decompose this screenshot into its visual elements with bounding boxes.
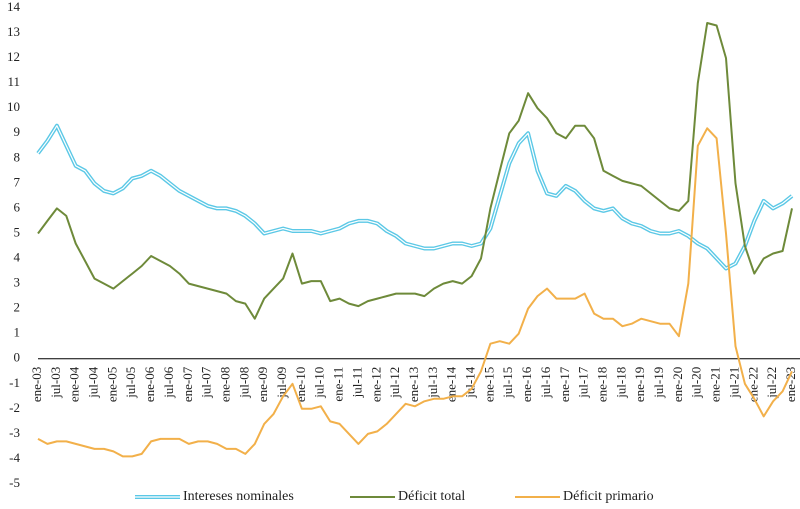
x-tick-label: jul-14 xyxy=(463,366,478,399)
x-tick-label: jul-04 xyxy=(86,366,101,399)
x-tick-label: jul-22 xyxy=(764,367,779,399)
y-tick-label: 1 xyxy=(14,325,21,340)
legend-label: Déficit primario xyxy=(563,489,654,504)
x-tick-label: ene-12 xyxy=(368,367,383,402)
x-tick-label: ene-23 xyxy=(783,367,798,402)
x-tick-label: jul-10 xyxy=(312,367,327,399)
series-line-inner xyxy=(37,125,793,270)
x-tick-label: jul-19 xyxy=(651,367,666,399)
y-tick-label: 7 xyxy=(14,174,21,189)
y-tick-label: 9 xyxy=(14,124,21,139)
y-tick-label: 10 xyxy=(7,99,20,114)
x-tick-label: jul-17 xyxy=(576,366,591,399)
x-tick-label: ene-05 xyxy=(104,367,119,402)
x-tick-label: jul-07 xyxy=(199,366,214,399)
y-tick-label: -1 xyxy=(9,375,20,390)
y-tick-label: 13 xyxy=(7,24,20,39)
x-tick-label: ene-17 xyxy=(557,366,572,402)
y-tick-label: -4 xyxy=(9,450,20,465)
y-tick-label: 11 xyxy=(7,74,20,89)
x-tick-label: jul-18 xyxy=(613,367,628,399)
x-tick-label: ene-04 xyxy=(67,366,82,402)
y-tick-label: 2 xyxy=(14,300,21,315)
x-tick-label: ene-15 xyxy=(481,367,496,402)
y-tick-label: 3 xyxy=(14,275,21,290)
x-tick-label: ene-21 xyxy=(708,367,723,402)
y-tick-label: -2 xyxy=(9,400,20,415)
x-tick-label: jul-16 xyxy=(538,366,553,399)
x-tick-label: jul-11 xyxy=(349,367,364,399)
x-tick-label: jul-05 xyxy=(123,367,138,399)
x-tick-label: jul-09 xyxy=(274,367,289,399)
x-tick-label: ene-06 xyxy=(142,366,157,402)
x-tick-label: ene-10 xyxy=(293,367,308,402)
x-tick-label: ene-13 xyxy=(406,367,421,402)
x-tick-label: ene-09 xyxy=(255,367,270,402)
y-tick-label: 5 xyxy=(14,224,21,239)
y-tick-label: -5 xyxy=(9,475,20,490)
y-tick-label: 0 xyxy=(14,350,21,365)
x-tick-label: jul-13 xyxy=(425,367,440,399)
x-tick-label: ene-07 xyxy=(180,366,195,402)
x-tick-label: jul-21 xyxy=(726,367,741,399)
x-tick-label: ene-19 xyxy=(632,367,647,402)
x-tick-label: ene-22 xyxy=(745,367,760,402)
y-tick-label: 12 xyxy=(7,49,20,64)
x-tick-label: jul-03 xyxy=(48,367,63,399)
y-tick-label: 6 xyxy=(14,199,21,214)
series-line xyxy=(37,127,793,458)
y-tick-label: -3 xyxy=(9,425,20,440)
x-tick-label: jul-12 xyxy=(387,367,402,399)
x-tick-label: jul-08 xyxy=(236,367,251,399)
series-line xyxy=(37,22,793,320)
x-tick-label: ene-11 xyxy=(331,367,346,402)
x-tick-label: ene-18 xyxy=(594,367,609,402)
x-tick-label: jul-15 xyxy=(500,367,515,399)
legend-label: Intereses nominales xyxy=(183,489,294,504)
series-line xyxy=(36,123,794,271)
y-tick-label: 8 xyxy=(14,149,21,164)
x-tick-label: ene-16 xyxy=(519,366,534,402)
x-tick-label: ene-20 xyxy=(670,367,685,402)
x-tick-label: ene-14 xyxy=(444,366,459,402)
y-tick-label: 4 xyxy=(14,250,21,265)
x-tick-label: ene-03 xyxy=(29,367,44,402)
x-tick-label: jul-20 xyxy=(689,367,704,399)
legend-label: Déficit total xyxy=(398,489,465,504)
y-tick-label: 14 xyxy=(7,0,21,14)
x-tick-label: ene-08 xyxy=(217,367,232,402)
x-tick-label: jul-06 xyxy=(161,366,176,399)
